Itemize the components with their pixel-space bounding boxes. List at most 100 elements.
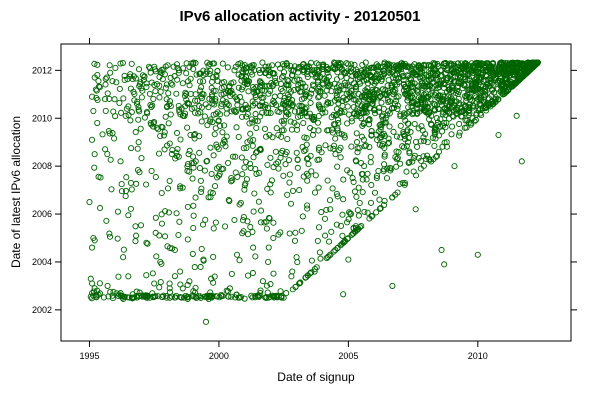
data-point [316, 249, 323, 256]
data-point [376, 93, 384, 100]
data-point [323, 206, 330, 213]
data-point [412, 101, 419, 108]
data-point [410, 83, 417, 91]
data-point [252, 294, 259, 301]
data-point [179, 80, 186, 87]
data-point [321, 92, 328, 99]
data-point [134, 145, 141, 152]
data-point [165, 209, 172, 216]
data-point [221, 138, 228, 145]
data-point [413, 68, 420, 76]
data-point [518, 158, 525, 165]
data-point [184, 281, 191, 289]
data-point [359, 189, 366, 196]
data-point [404, 126, 411, 134]
data-point [329, 185, 336, 192]
data-point [219, 129, 226, 136]
data-point [198, 118, 205, 125]
data-point [136, 108, 143, 115]
data-point [448, 131, 455, 138]
data-point [381, 161, 388, 168]
data-point [135, 139, 142, 146]
data-point [379, 140, 386, 147]
data-point [221, 122, 228, 129]
data-point [250, 154, 257, 161]
data-point [410, 109, 417, 116]
data-point [366, 89, 373, 96]
data-point [458, 113, 465, 120]
data-point [354, 226, 361, 233]
data-point [478, 87, 485, 95]
data-point [116, 85, 123, 92]
data-point [297, 80, 304, 87]
data-point [109, 295, 116, 302]
data-point [428, 66, 435, 73]
data-point [132, 223, 139, 230]
data-point [87, 275, 94, 282]
data-point [358, 170, 365, 178]
data-point [282, 161, 289, 168]
data-point [347, 211, 355, 218]
data-point [444, 93, 452, 100]
data-point [250, 208, 257, 215]
data-point [265, 244, 272, 251]
data-point [315, 224, 323, 231]
data-point [211, 273, 218, 280]
data-point [237, 199, 244, 206]
data-point [308, 168, 315, 175]
data-point [128, 186, 135, 193]
data-point [391, 100, 398, 107]
data-point [175, 69, 182, 76]
data-point [240, 69, 247, 76]
data-point [248, 292, 255, 299]
data-point [373, 71, 380, 78]
data-point [251, 190, 258, 197]
data-point [356, 144, 363, 151]
data-point [482, 63, 489, 70]
data-point [249, 62, 256, 69]
data-point [150, 95, 157, 102]
data-point [524, 60, 531, 67]
data-point [228, 87, 235, 94]
data-point [347, 210, 354, 217]
data-point [376, 205, 383, 212]
data-point [288, 126, 295, 133]
data-point [278, 85, 285, 92]
data-point [228, 270, 235, 277]
data-point [276, 108, 283, 116]
data-point [242, 105, 249, 112]
data-point [228, 178, 235, 185]
data-point [215, 117, 222, 124]
data-point [136, 293, 143, 300]
data-point [279, 100, 286, 107]
data-point [288, 66, 295, 74]
data-point [141, 73, 148, 80]
data-point [346, 209, 353, 216]
data-point [474, 62, 481, 69]
data-point [180, 65, 187, 72]
data-point [253, 149, 260, 156]
data-point [216, 170, 223, 177]
data-point [359, 176, 366, 183]
data-point [488, 98, 495, 105]
data-point [89, 244, 96, 251]
data-point [224, 64, 231, 71]
data-point [323, 87, 330, 94]
data-point [210, 225, 217, 232]
data-point [296, 187, 303, 194]
data-point [163, 293, 170, 300]
data-point [106, 230, 113, 237]
data-point [157, 88, 164, 95]
data-point [258, 82, 265, 89]
data-point [431, 142, 438, 149]
data-point [395, 149, 402, 156]
data-point [102, 107, 109, 114]
data-point [239, 113, 246, 120]
data-point [418, 89, 425, 96]
data-point [393, 163, 400, 170]
data-point [533, 60, 540, 68]
data-point [261, 83, 268, 90]
data-point [437, 73, 444, 80]
data-point [438, 246, 445, 254]
data-point [380, 105, 387, 112]
